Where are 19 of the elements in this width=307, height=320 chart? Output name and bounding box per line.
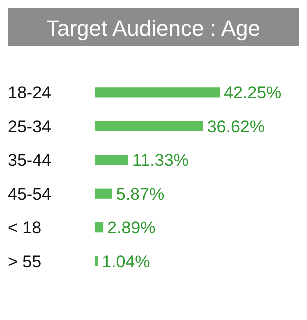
data-label: 11.33% [132,151,189,170]
bar [95,121,204,132]
data-label: 2.89% [108,218,156,238]
chart-title: Target Audience : Age [46,16,261,41]
y-tick-label: 25-34 [8,117,52,136]
bar [95,88,220,98]
bar [95,256,98,266]
data-label: 42.25% [224,84,282,103]
y-tick-label: 45-54 [8,184,52,204]
y-tick-label: > 55 [8,252,42,272]
bar [95,188,112,199]
y-tick-label: < 18 [8,218,42,238]
bar [95,155,129,166]
y-tick-label: 35-44 [8,151,52,170]
bar [95,222,104,233]
data-label: 1.04% [102,252,150,272]
y-tick-label: 18-24 [8,84,52,103]
data-label: 36.62% [207,117,266,136]
data-label: 5.87% [116,184,165,204]
